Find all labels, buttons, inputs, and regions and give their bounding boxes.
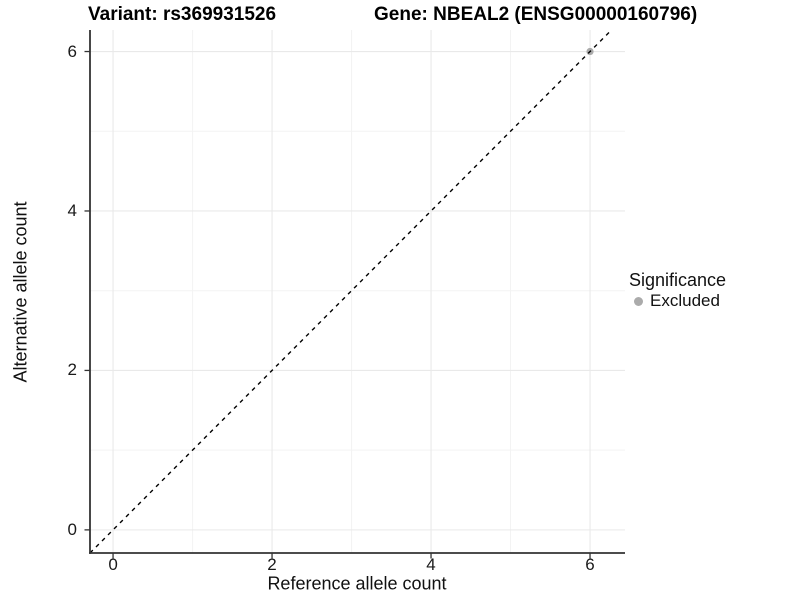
x-tick-label-2: 2 bbox=[267, 555, 277, 574]
y-axis-title: Alternative allele count bbox=[10, 201, 31, 383]
y-tick-label-4: 4 bbox=[67, 200, 77, 220]
y-tick-label-6: 6 bbox=[67, 41, 77, 61]
plot-title-variant: Variant: rs369931526 bbox=[88, 4, 277, 25]
legend-excluded-dot-icon bbox=[634, 297, 643, 306]
identity-dashed-line bbox=[89, 29, 612, 554]
legend: Significance Excluded bbox=[629, 270, 726, 310]
legend-item-label: Excluded bbox=[650, 291, 720, 310]
legend-title: Significance bbox=[629, 270, 727, 290]
x-axis-title: Reference allele count bbox=[267, 573, 447, 594]
y-tick-label-2: 2 bbox=[67, 360, 77, 380]
y-tick-label-0: 0 bbox=[67, 519, 77, 539]
x-tick-label-4: 4 bbox=[426, 555, 436, 574]
plot-title-gene: Gene: NBEAL2 (ENSG00000160796) bbox=[374, 4, 698, 25]
x-tick-label-0: 0 bbox=[108, 555, 118, 574]
legend-item-excluded: Excluded bbox=[629, 291, 726, 310]
x-tick-label-6: 6 bbox=[585, 555, 595, 574]
